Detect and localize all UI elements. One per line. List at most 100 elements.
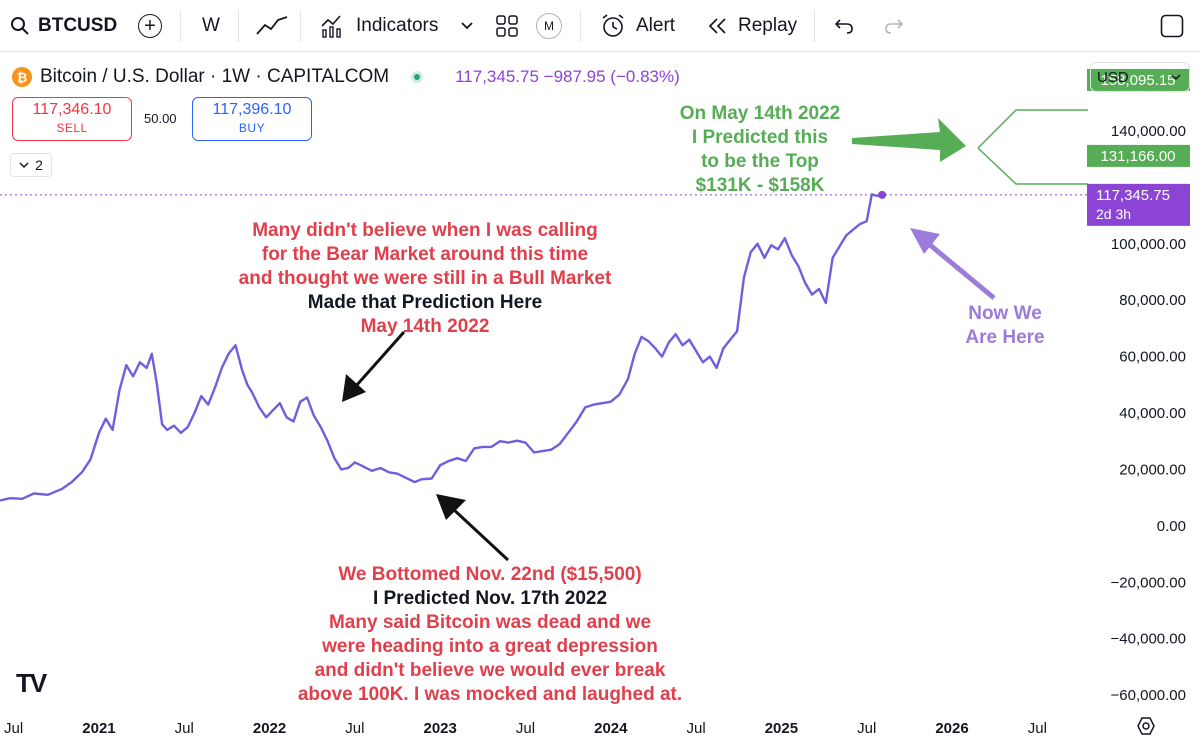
indicators-label: Indicators [356, 15, 439, 36]
arrow-now [910, 228, 996, 300]
sell-label: SELL [56, 121, 88, 135]
x-tick-label: 2022 [253, 720, 286, 737]
layouts-button[interactable] [496, 0, 518, 52]
target-bracket [977, 109, 1088, 185]
arrow-to-bottom [436, 494, 510, 562]
chart-legend: ₿ Bitcoin / U.S. Dollar · 1W · CAPITALCO… [12, 64, 680, 90]
interval-button[interactable]: W [202, 0, 220, 52]
toolbar-divider [814, 10, 815, 42]
annotation-now: Now We Are Here [940, 302, 1070, 350]
annotation-bottom: We Bottomed Nov. 22nd ($15,500) I Predic… [260, 563, 720, 707]
annotation-text: I Predicted this [691, 127, 829, 148]
chevron-down-icon [1171, 74, 1181, 81]
annotation-text: Many didn't believe when I was calling [252, 220, 598, 241]
alert-label: Alert [636, 15, 676, 36]
toolbar-divider [300, 10, 301, 42]
target-label-high-text: 158,095.15 [1100, 72, 1175, 89]
legend-price: 117,345.75 −987.95 (−0.83%) [455, 67, 680, 86]
sell-price: 117,346.10 [32, 101, 112, 118]
current-price-label: 117,345.75 2d 3h [1087, 183, 1190, 226]
x-tick-label: 2023 [424, 720, 457, 737]
market-status-icon [411, 71, 424, 83]
annotation-text: were heading into a great depression [322, 636, 658, 657]
annotation-text: Now We [968, 303, 1042, 324]
chevron-down-icon [19, 162, 29, 169]
x-tick-label: Jul [687, 720, 706, 737]
replay-button[interactable]: Replay [706, 0, 797, 52]
annotation-text: for the Bear Market around this time [261, 244, 589, 265]
buy-button[interactable]: 117,396.10 BUY [192, 97, 312, 141]
square-icon [1160, 14, 1184, 38]
indicators-button[interactable]: Indicators [320, 0, 438, 52]
bitcoin-icon: ₿ [12, 67, 32, 87]
symbol-label: BTCUSD [38, 15, 118, 36]
annotation-text: and thought we were still in a Bull Mark… [238, 268, 612, 289]
mode-badge: M [536, 13, 562, 39]
target-label-low-text: 131,166.00 [1100, 148, 1175, 165]
annotation-text: Made that Prediction Here [307, 292, 543, 313]
x-axis[interactable]: Jul 2021 Jul 2022 Jul 2023 Jul 2024 Jul 2025 Jul 20… [4, 720, 1047, 737]
top-toolbar: BTCUSD + W Indicators M Alert Replay [0, 0, 1200, 52]
annotation-text: I Predicted Nov. 17th 2022 [372, 588, 608, 609]
y-tick-label: 100,000.00 [1111, 236, 1186, 253]
grid-icon [496, 15, 518, 37]
compare-button[interactable]: + [138, 0, 162, 52]
last-price-point [878, 190, 887, 199]
tradingview-logo: TV [16, 668, 47, 698]
x-tick-label: Jul [345, 720, 364, 737]
y-tick-label: −60,000.00 [1111, 687, 1187, 704]
currency-select[interactable]: USD [1090, 62, 1190, 92]
chart-type-button[interactable] [256, 0, 288, 52]
spread-value: 50.00 [144, 111, 177, 126]
annotation-text: above 100K. I was mocked and laughed at. [297, 684, 683, 705]
x-tick-label: Jul [857, 720, 876, 737]
annotation-text: $131K - $158K [695, 175, 825, 196]
line-chart-icon [256, 16, 288, 35]
annotation-text: Are Here [965, 327, 1045, 348]
settings-gear-icon[interactable] [1137, 717, 1155, 735]
annotation-text: May 14th 2022 [360, 316, 490, 337]
indicator-count: 2 [35, 157, 43, 173]
y-tick-label: 140,000.00 [1111, 123, 1186, 140]
undo-button[interactable] [834, 0, 854, 52]
indicator-collapse-toggle[interactable]: 2 [10, 153, 52, 177]
toolbar-divider [180, 10, 181, 42]
x-tick-label: Jul [175, 720, 194, 737]
redo-icon [885, 19, 904, 34]
annotation-bear-market: Many didn't believe when I was calling f… [200, 219, 650, 339]
buy-label: BUY [238, 121, 266, 135]
sell-button[interactable]: 117,346.10 SELL [12, 97, 132, 141]
x-tick-label: 2025 [765, 720, 798, 737]
y-tick-label: 0.00 [1157, 518, 1186, 535]
redo-button[interactable] [884, 0, 904, 52]
y-axis[interactable]: 140,000.00 100,000.00 80,000.00 60,000.00 40… [1111, 123, 1187, 704]
annotation-text: We Bottomed Nov. 22nd ($15,500) [338, 564, 642, 585]
target-label-high: 158,095.15 [1087, 68, 1190, 91]
mode-button[interactable]: M [536, 0, 562, 52]
symbol-search[interactable]: BTCUSD [10, 0, 117, 52]
currency-label: USD [1097, 68, 1129, 86]
indicators-icon [321, 15, 341, 38]
countdown-text: 2d 3h [1096, 206, 1131, 222]
y-tick-label: −20,000.00 [1111, 574, 1187, 591]
replay-label: Replay [738, 15, 798, 36]
fullscreen-button[interactable] [1160, 0, 1184, 52]
current-price-text: 117,345.75 [1096, 187, 1170, 204]
toolbar-divider [580, 10, 581, 42]
legend-title: Bitcoin / U.S. Dollar · 1W · CAPITALCOM [40, 66, 390, 87]
undo-icon [834, 19, 853, 34]
y-tick-label: −40,000.00 [1111, 631, 1187, 648]
x-tick-label: Jul [516, 720, 535, 737]
y-tick-label: 20,000.00 [1119, 461, 1186, 478]
y-tick-label: 60,000.00 [1119, 349, 1186, 366]
alarm-clock-icon [602, 14, 624, 37]
arrow-to-target [852, 118, 966, 162]
alert-button[interactable]: Alert [600, 0, 675, 52]
annotation-text: to be the Top [701, 151, 819, 172]
annotation-top-prediction: On May 14th 2022 I Predicted this to be … [640, 102, 880, 198]
x-tick-label: Jul [1028, 720, 1047, 737]
y-tick-label: 40,000.00 [1119, 405, 1186, 422]
x-tick-label: Jul [4, 720, 23, 737]
indicators-dropdown[interactable] [460, 0, 474, 52]
